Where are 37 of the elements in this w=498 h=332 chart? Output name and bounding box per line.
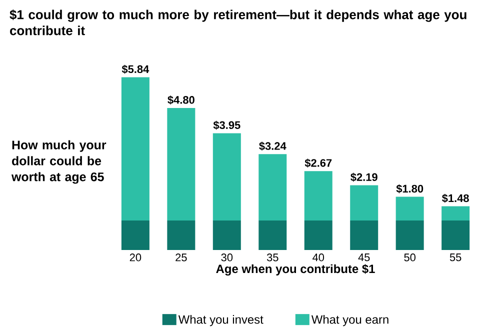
legend-label: What you earn	[311, 314, 388, 326]
bar	[212, 133, 241, 220]
bar	[167, 108, 196, 220]
annotation: $1.80	[396, 184, 424, 194]
x-tick-label: 45	[358, 254, 370, 262]
bar	[121, 77, 150, 220]
annotation: $3.24	[259, 142, 286, 151]
annotation: $4.80	[168, 96, 194, 104]
bar	[258, 154, 287, 220]
bar	[442, 220, 470, 250]
x-tick-label: 35	[266, 254, 278, 262]
x-axis-title: Age when you contribute $1	[216, 264, 375, 276]
x-tick-label: 40	[312, 254, 324, 262]
bar	[212, 220, 241, 250]
x-tick-label: 50	[404, 254, 416, 262]
bar	[258, 220, 287, 250]
bar	[121, 220, 150, 250]
y-axis-title: How much your dollar could be worth at age 65	[11, 140, 106, 184]
x-tick-label: 25	[176, 254, 187, 262]
x-tick-label: 20	[130, 254, 142, 262]
chart-title: $1 could grow to much more by retirement—but it depends what age you contribute it	[10, 10, 466, 36]
bar	[396, 196, 424, 220]
annotation: $2.67	[304, 158, 332, 168]
bar	[350, 220, 378, 250]
annotation: $1.48	[442, 194, 469, 203]
legend-label: What you invest	[178, 314, 264, 326]
bar	[304, 220, 332, 250]
x-tick-label: 30	[221, 254, 233, 262]
bar	[304, 171, 332, 220]
bar	[350, 185, 378, 220]
bar	[442, 206, 470, 220]
bar	[396, 220, 424, 250]
x-tick-label: 55	[450, 254, 462, 262]
annotation: $3.95	[213, 120, 240, 130]
bar	[167, 220, 196, 250]
annotation: $5.84	[122, 64, 150, 74]
annotation: $2.19	[350, 172, 378, 182]
